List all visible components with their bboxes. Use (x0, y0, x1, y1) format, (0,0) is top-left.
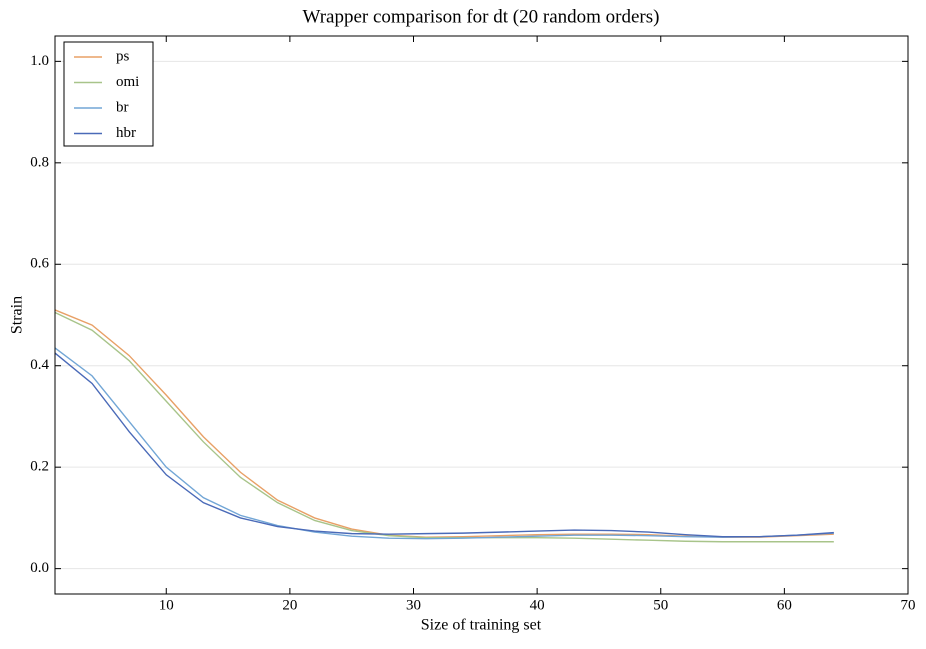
x-axis-label: Size of training set (421, 617, 542, 634)
x-tick-label: 50 (653, 597, 668, 613)
y-tick-label: 0.6 (30, 256, 49, 272)
chart-title: Wrapper comparison for dt (20 random ord… (303, 6, 660, 27)
y-tick-label: 0.4 (30, 357, 49, 373)
legend-label: omi (116, 74, 139, 90)
y-axis-label: Strain (9, 296, 26, 334)
legend-label: hbr (116, 125, 136, 141)
x-tick-label: 10 (159, 597, 174, 613)
legend-box (63, 41, 154, 147)
line-series (54, 352, 834, 538)
x-tick-label: 70 (901, 597, 916, 613)
y-tick-label: 0.8 (30, 154, 49, 170)
line-series (54, 309, 834, 538)
line-series (54, 347, 834, 540)
x-tick-label: 30 (406, 597, 421, 613)
plot-frame (54, 35, 909, 595)
x-tick-label: 40 (530, 597, 545, 613)
y-tick-label: 0.0 (30, 560, 49, 576)
y-tick-label: 1.0 (30, 53, 49, 69)
x-tick-label: 20 (282, 597, 297, 613)
legend-label: br (116, 99, 129, 115)
x-tick-label: 60 (777, 597, 792, 613)
line-series (54, 311, 834, 543)
y-tick-label: 0.2 (30, 459, 49, 475)
legend-label: ps (116, 48, 130, 64)
